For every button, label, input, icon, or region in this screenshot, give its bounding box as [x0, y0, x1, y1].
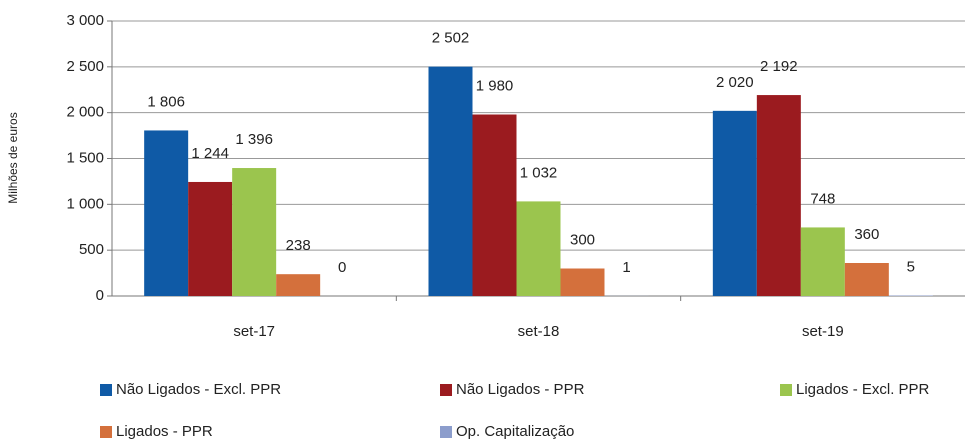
data-label: 360 — [854, 226, 879, 243]
bar — [144, 130, 189, 296]
data-label: 1 806 — [147, 93, 185, 110]
y-tick-label: 500 — [79, 241, 104, 258]
data-label: 1 — [622, 259, 630, 276]
bar — [800, 227, 845, 296]
x-tick-label: set-19 — [802, 323, 844, 340]
y-tick-label: 2 500 — [66, 58, 104, 75]
data-label: 748 — [810, 190, 835, 207]
x-tick-label: set-17 — [233, 323, 275, 340]
legend-swatch — [780, 384, 792, 396]
bar — [712, 110, 757, 296]
bar — [844, 263, 889, 296]
bar — [472, 114, 517, 296]
bar — [232, 168, 277, 296]
legend-label: Não Ligados - Excl. PPR — [116, 381, 281, 398]
y-tick-label: 3 000 — [66, 12, 104, 29]
legend-label: Ligados - Excl. PPR — [796, 381, 930, 398]
x-tick-label: set-18 — [518, 323, 560, 340]
data-label: 2 020 — [716, 74, 754, 91]
bar — [188, 181, 233, 296]
data-label: 1 244 — [191, 145, 229, 162]
bar — [428, 66, 473, 297]
bar — [516, 201, 561, 296]
legend-label: Op. Capitalização — [456, 423, 574, 440]
data-label: 2 192 — [760, 58, 798, 75]
data-label: 0 — [338, 259, 346, 276]
y-tick-label: 2 000 — [66, 104, 104, 121]
data-label: 2 502 — [432, 30, 470, 47]
legend-label: Ligados - PPR — [116, 423, 213, 440]
data-label: 1 396 — [235, 131, 273, 148]
y-tick-label: 0 — [96, 287, 104, 304]
bar — [756, 95, 801, 296]
data-label: 238 — [286, 237, 311, 254]
legend-swatch — [440, 426, 452, 438]
legend-label: Não Ligados - PPR — [456, 381, 585, 398]
legend-swatch — [100, 426, 112, 438]
y-tick-label: 1 000 — [66, 195, 104, 212]
y-tick-label: 1 500 — [66, 149, 104, 166]
data-label: 5 — [907, 259, 915, 276]
bar — [560, 268, 605, 296]
data-label: 1 032 — [520, 164, 558, 181]
y-axis-label: Milhões de euros — [6, 112, 20, 203]
legend-swatch — [440, 384, 452, 396]
data-label: 300 — [570, 231, 595, 248]
bar — [276, 274, 321, 296]
legend-swatch — [100, 384, 112, 396]
data-label: 1 980 — [476, 77, 514, 94]
